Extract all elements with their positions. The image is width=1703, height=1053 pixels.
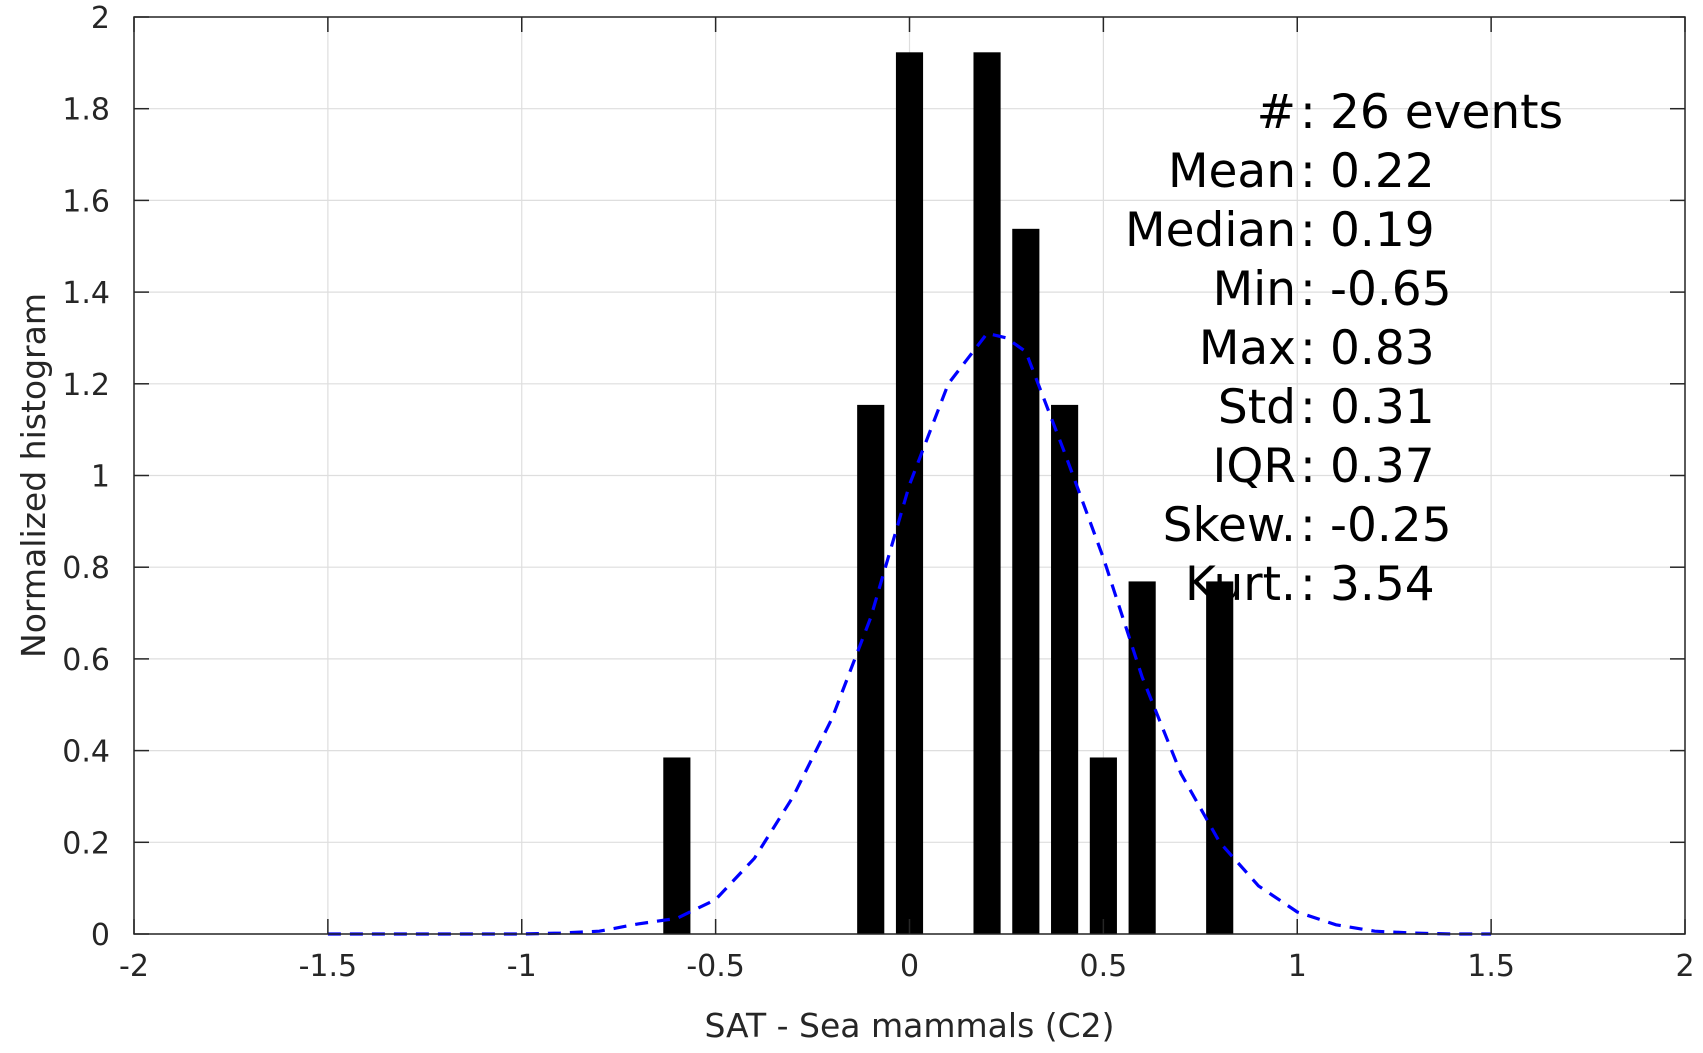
y-tick-label: 0.4 — [62, 735, 110, 770]
stat-separator: : — [1300, 380, 1316, 435]
stat-separator: : — [1300, 144, 1316, 199]
y-tick-label: 0 — [91, 918, 110, 953]
stat-row: Median :0.19 — [1125, 203, 1435, 258]
histogram-bar — [1206, 581, 1234, 934]
stat-row: Skew. : -0.25 — [1163, 498, 1452, 553]
stat-label: Kurt. — [1185, 557, 1296, 612]
stat-value: 0.37 — [1330, 439, 1435, 494]
y-tick-labels: 0 0.2 0.4 0.6 0.8 1 1.2 1.4 1.6 1.8 2 — [62, 1, 110, 953]
stat-row: Mean :0.22 — [1168, 144, 1435, 199]
histogram-bar — [1128, 581, 1156, 934]
stat-row: Kurt. :3.54 — [1185, 557, 1435, 612]
histogram-bar — [663, 757, 691, 934]
stat-separator: : — [1300, 203, 1316, 258]
stat-value: 0.83 — [1330, 321, 1435, 376]
y-tick-label: 0.6 — [62, 643, 110, 678]
stat-label: Max — [1199, 321, 1296, 376]
x-tick-label: -0.5 — [686, 949, 745, 984]
histogram-bar — [1051, 404, 1079, 934]
histogram-bar — [1089, 757, 1117, 934]
stat-label: Mean — [1168, 144, 1296, 199]
stat-row: Max :0.83 — [1199, 321, 1435, 376]
stat-row: Min : -0.65 — [1213, 262, 1452, 317]
y-tick-label: 1 — [91, 460, 110, 495]
y-axis-label: Normalized histogram — [14, 293, 53, 658]
stat-value: 0.19 — [1330, 203, 1435, 258]
stat-label: # — [1257, 85, 1296, 140]
stat-label: Min — [1213, 262, 1296, 317]
stat-value: 26 events — [1330, 85, 1563, 140]
stat-value: 0.22 — [1330, 144, 1435, 199]
axes-frame — [133, 16, 1686, 935]
y-tick-label: 1.4 — [62, 276, 110, 311]
histogram-bar — [895, 52, 924, 934]
x-axis-label: SAT - Sea mammals (C2) — [704, 1006, 1114, 1045]
stat-value: -0.25 — [1330, 498, 1452, 553]
x-tick-labels: -2 -1.5 -1 -0.5 0 0.5 1 1.5 2 — [119, 949, 1695, 984]
x-tick-label: 1 — [1288, 949, 1307, 984]
y-tick-label: 1.2 — [62, 368, 110, 403]
y-tick-label: 2 — [91, 1, 110, 36]
x-tick-label: -1.5 — [299, 949, 358, 984]
x-tick-label: 0.5 — [1080, 949, 1128, 984]
stat-label: Median — [1125, 203, 1296, 258]
stat-label: Std — [1218, 380, 1296, 435]
stat-value: 3.54 — [1330, 557, 1435, 612]
histogram-bars — [663, 52, 1234, 934]
histogram-bar — [857, 404, 885, 934]
stat-label: IQR — [1212, 439, 1296, 494]
stat-separator: : — [1300, 439, 1316, 494]
stat-row: # :26 events — [1257, 85, 1564, 140]
x-tick-label: -2 — [119, 949, 149, 984]
stat-separator: : — [1300, 557, 1316, 612]
stat-separator: : — [1300, 321, 1316, 376]
stat-value: -0.65 — [1330, 262, 1452, 317]
x-tick-label: 2 — [1675, 949, 1694, 984]
x-tick-label: 1.5 — [1467, 949, 1515, 984]
stat-separator: : — [1300, 85, 1316, 140]
stat-separator: : — [1300, 498, 1316, 553]
y-tick-label: 0.8 — [62, 551, 110, 586]
stat-row: Std :0.31 — [1218, 380, 1435, 435]
stat-separator: : — [1300, 262, 1316, 317]
x-tick-label: -1 — [507, 949, 537, 984]
stat-row: IQR :0.37 — [1212, 439, 1434, 494]
y-tick-label: 1.8 — [62, 93, 110, 128]
stat-value: 0.31 — [1330, 380, 1435, 435]
y-tick-label: 0.2 — [62, 826, 110, 861]
histogram-bar — [1012, 228, 1040, 934]
y-tick-label: 1.6 — [62, 184, 110, 219]
x-tick-label: 0 — [900, 949, 919, 984]
histogram-bar — [973, 52, 1001, 934]
stat-label: Skew. — [1163, 498, 1296, 553]
